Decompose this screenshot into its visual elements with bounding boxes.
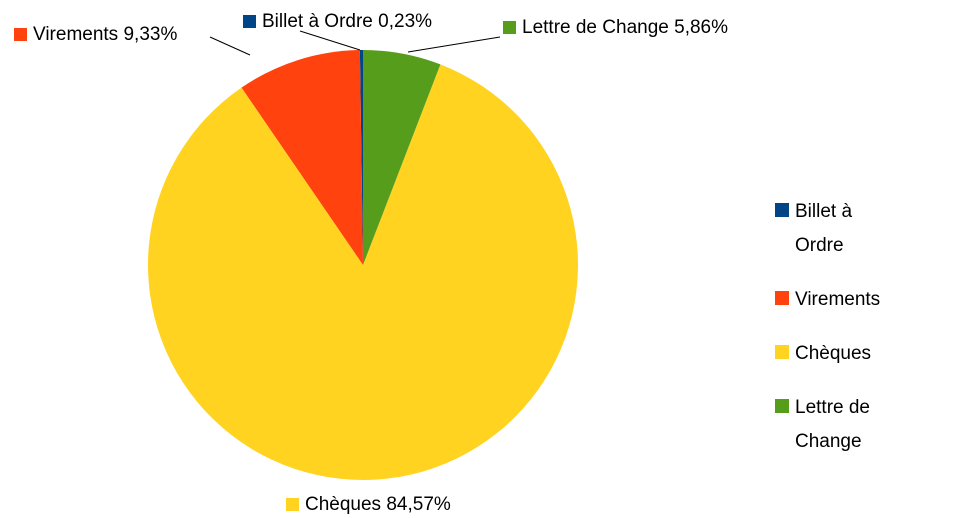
legend-swatch <box>775 345 789 359</box>
legend-label: Lettre de Change <box>795 397 870 452</box>
data-label: Virements 9,33% <box>33 24 177 45</box>
pie-slice <box>359 50 363 265</box>
pie-slice <box>148 64 578 480</box>
data-label-name: Virements <box>33 24 118 45</box>
legend-swatch <box>775 399 789 413</box>
pie-slice <box>363 50 441 265</box>
legend-label: Chèques <box>795 343 872 364</box>
label-swatch <box>286 498 299 511</box>
legend-item: Lettre de Change <box>775 391 905 459</box>
leader-line <box>209 36 251 56</box>
data-label-value: 5,86% <box>674 17 728 38</box>
label-swatch <box>503 21 516 34</box>
data-label-value: 0,23% <box>378 11 432 32</box>
pie-slice <box>241 50 363 265</box>
data-label: Chèques 84,57% <box>305 494 451 515</box>
legend-item: Chèques <box>775 337 905 371</box>
label-swatch <box>243 15 256 28</box>
legend: Billet à Ordre Virements Chèques Lettre de … <box>775 195 955 479</box>
legend-item: Billet à Ordre <box>775 195 905 263</box>
legend-label: Billet à Ordre <box>795 201 853 256</box>
legend-swatch <box>775 203 789 217</box>
data-label: Lettre de Change 5,86% <box>522 17 728 38</box>
leader-line <box>299 30 361 51</box>
data-label-value: 9,33% <box>123 24 177 45</box>
leader-line <box>407 36 501 53</box>
data-label-name: Billet à Ordre <box>262 11 373 32</box>
data-label-name: Lettre de Change <box>522 17 669 38</box>
legend-item: Virements <box>775 283 905 317</box>
legend-swatch <box>775 291 789 305</box>
data-label: Billet à Ordre 0,23% <box>262 11 432 32</box>
data-label-name: Chèques <box>305 494 381 515</box>
legend-label: Virements <box>795 289 881 310</box>
label-swatch <box>14 28 27 41</box>
data-label-value: 84,57% <box>386 494 451 515</box>
